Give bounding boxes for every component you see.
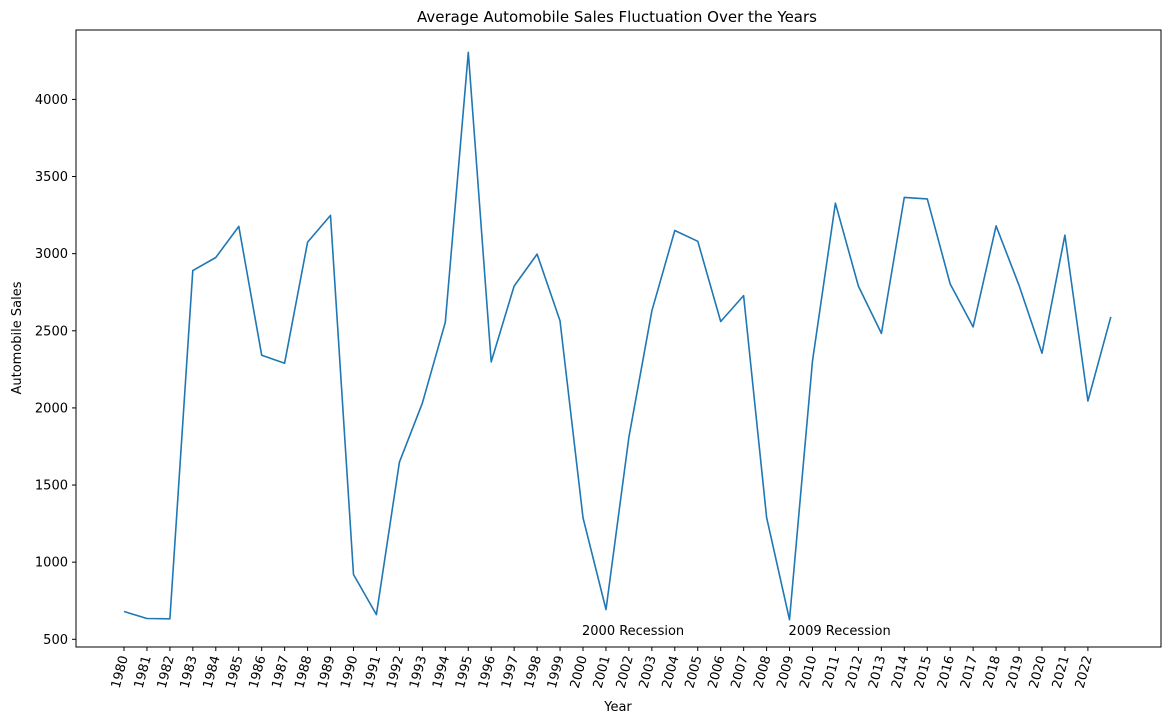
x-axis-ticks: 1980 1981 1982 1983 1984 1985 1986 1987 1988 1989… [109, 647, 1096, 690]
x-tick-label: 2002 [614, 654, 637, 690]
x-tick-label: 2022 [1073, 654, 1096, 690]
x-tick-label: 2014 [889, 654, 912, 690]
x-tick-label: 1985 [224, 654, 247, 690]
x-tick-label: 1998 [522, 654, 545, 690]
y-axis-ticks: 500 1000 1500 2000 2500 3000 3500 4000 [35, 93, 76, 648]
x-tick-label: 1997 [499, 654, 522, 690]
y-tick-label: 2000 [35, 401, 68, 416]
x-axis-label: Year [603, 700, 632, 715]
x-tick-label: 2018 [981, 654, 1004, 690]
x-tick-label: 2008 [751, 654, 774, 690]
x-tick-label: 2021 [1050, 654, 1073, 690]
x-tick-label: 1988 [292, 654, 315, 690]
x-tick-label: 2003 [637, 654, 660, 690]
x-tick-label: 2012 [843, 654, 866, 690]
x-tick-label: 2007 [728, 654, 751, 690]
y-tick-label: 1500 [35, 479, 68, 494]
x-tick-label: 1982 [155, 654, 178, 690]
x-tick-label: 1993 [407, 654, 430, 690]
x-tick-label: 1980 [109, 654, 132, 690]
x-tick-label: 2001 [591, 654, 614, 690]
y-tick-label: 3000 [35, 247, 68, 262]
x-tick-label: 2004 [660, 654, 683, 690]
x-tick-label: 1990 [338, 654, 361, 690]
x-tick-label: 2011 [820, 654, 843, 690]
x-tick-label: 2019 [1004, 654, 1027, 690]
x-tick-label: 1999 [545, 654, 568, 690]
x-tick-label: 2013 [866, 654, 889, 690]
series-line [123, 51, 1112, 621]
y-tick-label: 500 [43, 633, 68, 648]
series-group [123, 51, 1112, 621]
x-tick-label: 1981 [132, 654, 155, 690]
x-tick-label: 1989 [315, 654, 338, 690]
y-axis-label: Automobile Sales [10, 281, 25, 394]
x-tick-label: 1987 [269, 654, 292, 690]
x-tick-label: 2000 [568, 654, 591, 690]
x-tick-label: 1983 [178, 654, 201, 690]
x-tick-label: 2020 [1027, 654, 1050, 690]
annotations: 2000 Recession 2009 Recession [582, 624, 891, 639]
x-tick-label: 1994 [430, 654, 453, 690]
x-tick-label: 1991 [361, 654, 384, 690]
x-tick-label: 2017 [958, 654, 981, 690]
recession-annotation: 2000 Recession [582, 624, 684, 639]
y-tick-label: 2500 [35, 324, 68, 339]
x-tick-label: 1996 [476, 654, 499, 690]
x-tick-label: 1995 [453, 654, 476, 690]
plot-area [75, 29, 1162, 648]
x-tick-label: 2010 [797, 654, 820, 690]
x-tick-label: 2006 [706, 654, 729, 690]
x-tick-label: 2015 [912, 654, 935, 690]
chart-title: Average Automobile Sales Fluctuation Ove… [417, 8, 817, 26]
x-tick-label: 2009 [774, 654, 797, 690]
y-tick-label: 3500 [35, 170, 68, 185]
x-tick-label: 1986 [247, 654, 270, 690]
x-tick-label: 2005 [683, 654, 706, 690]
x-tick-label: 1984 [201, 654, 224, 690]
y-tick-label: 4000 [35, 93, 68, 108]
x-tick-label: 2016 [935, 654, 958, 690]
recession-annotation: 2009 Recession [789, 624, 891, 639]
x-tick-label: 1992 [384, 654, 407, 690]
y-tick-label: 1000 [35, 556, 68, 571]
